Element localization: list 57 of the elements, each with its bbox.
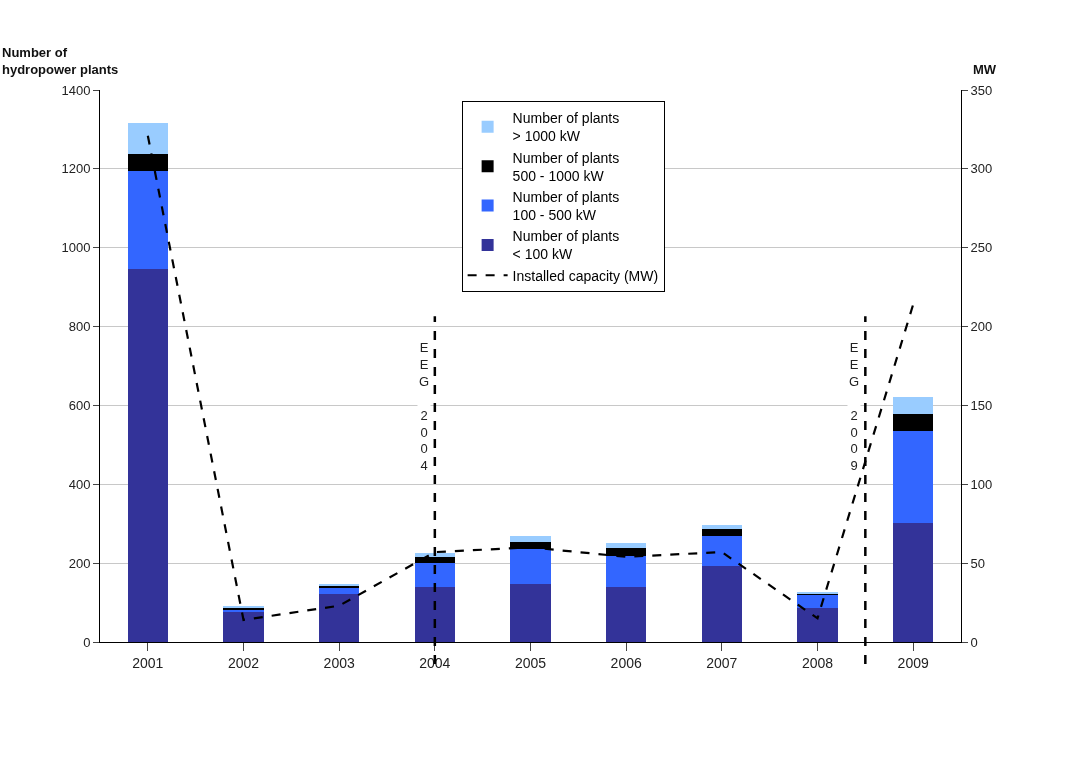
legend-label: Number of plants < 100 kW xyxy=(512,228,620,263)
y-tick-label: 600 xyxy=(68,397,91,413)
y2-axis-title: MW xyxy=(973,62,997,77)
y-tick-label: 400 xyxy=(68,476,91,492)
bar xyxy=(510,549,551,585)
bar xyxy=(606,586,647,642)
bar xyxy=(606,543,647,549)
y-tick-label: 1400 xyxy=(61,82,91,98)
bar xyxy=(893,522,934,642)
text: EEG 2009 xyxy=(849,340,860,474)
bar xyxy=(319,587,360,594)
x-tick-label: 2007 xyxy=(706,654,738,671)
x-tick-label: 2009 xyxy=(897,654,929,671)
bar xyxy=(127,123,168,155)
bar xyxy=(606,556,647,587)
text: EEG 2004 xyxy=(419,340,430,474)
y-tick-label: 1000 xyxy=(61,240,91,256)
x-tick-label: 2002 xyxy=(227,654,260,671)
y2-tick-label: 0 xyxy=(970,634,978,650)
bar xyxy=(127,269,168,642)
y-axis-title: Number of hydropower plants xyxy=(2,45,119,77)
bar xyxy=(127,171,168,270)
bar xyxy=(414,562,455,587)
x-tick-label: 2004 xyxy=(419,654,451,671)
x-tick-label: 2001 xyxy=(132,654,164,671)
bar xyxy=(414,586,455,642)
bar xyxy=(510,536,551,542)
bar xyxy=(701,529,742,537)
bar xyxy=(701,536,742,566)
y2-tick-label: 100 xyxy=(970,476,993,492)
legend-label: Number of plants 500 - 1000 kW xyxy=(512,149,620,184)
y-tick-label: 0 xyxy=(83,634,91,650)
x-tick-label: 2003 xyxy=(323,654,355,671)
bar xyxy=(319,593,360,642)
y2-tick-label: 300 xyxy=(970,161,993,177)
x-tick-label: 2005 xyxy=(514,654,547,671)
x-tick-label: 2008 xyxy=(801,654,834,671)
y2-tick-label: 200 xyxy=(970,319,993,335)
y2-tick-label: 150 xyxy=(970,397,993,413)
bar xyxy=(223,611,264,642)
bar xyxy=(606,548,647,557)
y2-tick-label: 250 xyxy=(970,240,993,256)
y-tick-label: 200 xyxy=(68,555,91,571)
bar xyxy=(893,414,934,432)
y2-tick-label: 50 xyxy=(970,555,986,571)
bar xyxy=(893,431,934,523)
legend-label: Installed capacity (MW) xyxy=(512,267,659,284)
bar xyxy=(797,608,838,642)
bar xyxy=(893,397,934,415)
legend-label: Number of plants > 1000 kW xyxy=(512,110,620,145)
y-tick-label: 1200 xyxy=(61,161,91,177)
bar xyxy=(701,565,742,642)
bar xyxy=(510,584,551,642)
y-tick-label: 800 xyxy=(68,319,91,335)
legend-label: Number of plants 100 - 500 kW xyxy=(512,188,620,224)
y2-tick-label: 350 xyxy=(970,82,993,98)
x-tick-label: 2006 xyxy=(610,654,642,671)
